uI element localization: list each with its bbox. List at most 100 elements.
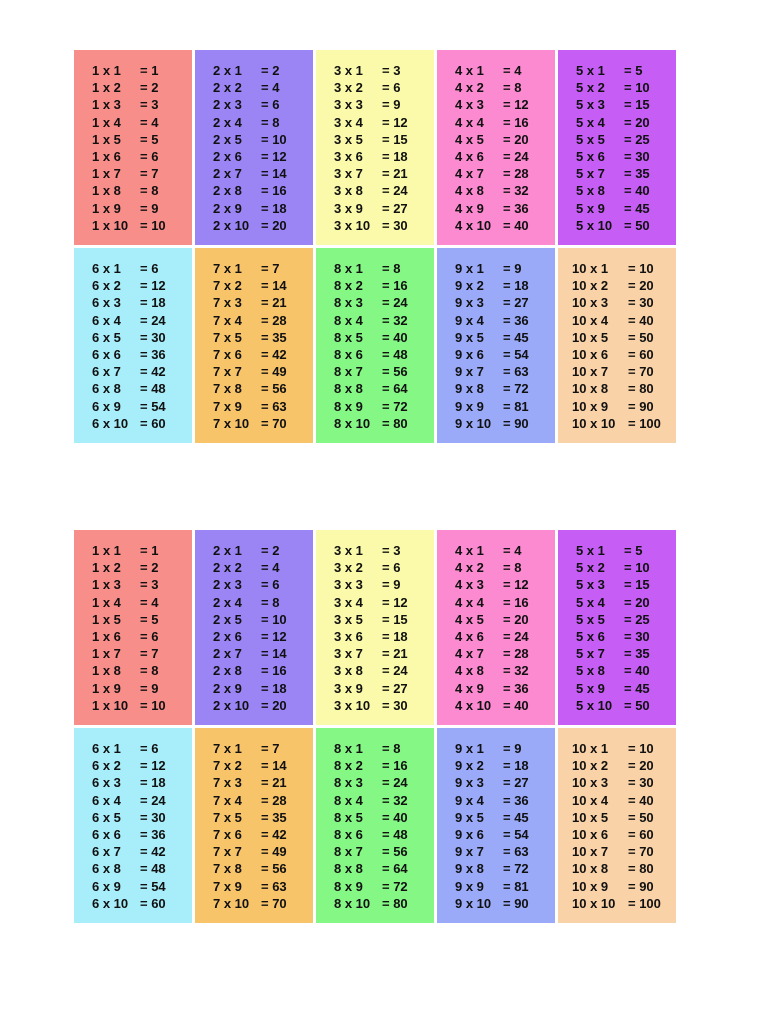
table-row: 10 x 2 = 20 [572, 277, 676, 294]
expression: 3 x 5 [334, 131, 363, 147]
expression: 9 x 1 [455, 741, 484, 756]
table-row: 4 x 5 = 20 [455, 611, 555, 628]
result: = 63 [503, 844, 529, 860]
result: = 1 [140, 543, 159, 558]
result: = 20 [261, 697, 287, 713]
table-row: 3 x 7 = 21 [334, 645, 434, 662]
table-row: 6 x 7 = 42 [92, 843, 192, 860]
table-row: 2 x 4 = 8 [213, 114, 313, 131]
result: = 36 [140, 346, 166, 362]
result: = 81 [503, 398, 529, 414]
table-row: 9 x 6 = 54 [455, 826, 555, 843]
expression: 2 x 7 [213, 646, 242, 662]
table-row: 2 x 9 = 18 [213, 680, 313, 697]
result: = 9 [382, 97, 401, 113]
expression: 8 x 3 [334, 295, 363, 311]
expression: 4 x 1 [455, 63, 484, 78]
result: = 36 [503, 680, 529, 696]
expression: 7 x 1 [213, 261, 242, 276]
expression: 8 x 5 [334, 329, 363, 345]
result: = 12 [503, 97, 529, 113]
expression: 6 x 6 [92, 826, 121, 842]
expression: 3 x 5 [334, 611, 363, 627]
table-row: 3 x 7 = 21 [334, 165, 434, 182]
result: = 8 [503, 560, 522, 576]
expression: 2 x 7 [213, 166, 242, 182]
table-row: 8 x 2 = 16 [334, 757, 434, 774]
result: = 50 [624, 217, 650, 233]
table-row: 6 x 5 = 30 [92, 809, 192, 826]
expression: 4 x 4 [455, 114, 484, 130]
expression: 7 x 5 [213, 809, 242, 825]
result: = 24 [382, 183, 408, 199]
expression: 9 x 9 [455, 398, 484, 414]
table-row: 1 x 5 = 5 [92, 131, 192, 148]
table-row: 9 x 4 = 36 [455, 312, 555, 329]
expression: 5 x 1 [576, 543, 605, 558]
expression: 6 x 3 [92, 775, 121, 791]
expression: 6 x 1 [92, 261, 121, 276]
result: = 100 [628, 415, 661, 431]
result: = 32 [503, 663, 529, 679]
result: = 30 [624, 148, 650, 164]
table-row: 10 x 5 = 50 [572, 809, 676, 826]
table-row: 3 x 10 = 30 [334, 697, 434, 714]
table-row: 3 x 2 = 6 [334, 559, 434, 576]
result: = 2 [261, 63, 280, 78]
expression: 7 x 10 [213, 415, 250, 431]
table-row: 9 x 5 = 45 [455, 329, 555, 346]
table-row: 8 x 5 = 40 [334, 809, 434, 826]
table-row: 6 x 3 = 18 [92, 294, 192, 311]
expression: 2 x 5 [213, 611, 242, 627]
table-row: 5 x 9 = 45 [576, 680, 676, 697]
result: = 14 [261, 278, 287, 294]
result: = 3 [140, 97, 159, 113]
result: = 9 [503, 261, 522, 276]
expression: 10 x 7 [572, 844, 609, 860]
expression: 10 x 9 [572, 878, 609, 894]
expression: 5 x 8 [576, 183, 605, 199]
table-row: 10 x 3 = 30 [572, 294, 676, 311]
result: = 5 [140, 131, 159, 147]
expression: 7 x 1 [213, 741, 242, 756]
result: = 27 [503, 295, 529, 311]
result: = 80 [382, 415, 408, 431]
result: = 60 [628, 826, 654, 842]
expression: 7 x 6 [213, 346, 242, 362]
table-row: 10 x 1 = 10 [572, 740, 676, 757]
result: = 8 [261, 114, 280, 130]
result: = 48 [140, 381, 166, 397]
result: = 18 [261, 200, 287, 216]
table-row: 6 x 8 = 48 [92, 860, 192, 877]
result: = 12 [140, 278, 166, 294]
expression: 10 x 5 [572, 809, 609, 825]
table-row: 8 x 1 = 8 [334, 740, 434, 757]
expression: 1 x 4 [92, 594, 121, 610]
table-row: 8 x 3 = 24 [334, 774, 434, 791]
times-table: 3 x 1 = 3 3 x 2 = 6 3 x 3 = 9 3 x 4 = 12 3 x 5 = … [316, 530, 434, 725]
table-row: 7 x 8 = 56 [213, 860, 313, 877]
times-table: 3 x 1 = 3 3 x 2 = 6 3 x 3 = 9 3 x 4 = 12 3 x 5 = … [316, 50, 434, 245]
expression: 6 x 5 [92, 809, 121, 825]
expression: 9 x 6 [455, 826, 484, 842]
table-row: 3 x 8 = 24 [334, 662, 434, 679]
expression: 4 x 9 [455, 680, 484, 696]
expression: 8 x 9 [334, 878, 363, 894]
result: = 100 [628, 895, 661, 911]
expression: 9 x 2 [455, 278, 484, 294]
result: = 40 [382, 329, 408, 345]
expression: 9 x 3 [455, 775, 484, 791]
expression: 4 x 7 [455, 646, 484, 662]
table-row: 3 x 4 = 12 [334, 114, 434, 131]
table-row: 1 x 5 = 5 [92, 611, 192, 628]
table-row: 5 x 8 = 40 [576, 662, 676, 679]
result: = 10 [624, 560, 650, 576]
table-row: 4 x 10 = 40 [455, 217, 555, 234]
table-row: 8 x 6 = 48 [334, 346, 434, 363]
expression: 3 x 2 [334, 80, 363, 96]
